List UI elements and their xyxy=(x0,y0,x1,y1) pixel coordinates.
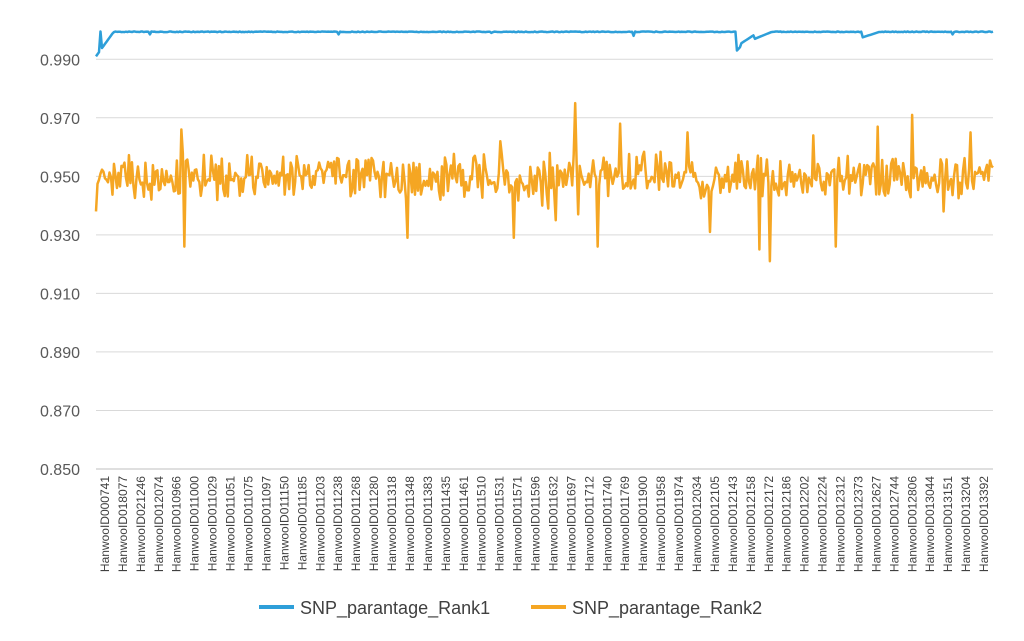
y-tick-label: 0.950 xyxy=(40,169,80,186)
x-tick-label: HanwooID012627 xyxy=(869,476,883,572)
x-tick-label: HanwooID011029 xyxy=(206,476,220,572)
x-tick-label: HanwooID012143 xyxy=(726,476,740,572)
x-tick-label: HanwooID012158 xyxy=(744,476,758,572)
x-tick-label: HanwooID011974 xyxy=(672,476,686,572)
x-tick-label: HanwooID011571 xyxy=(511,476,525,572)
y-tick-label: 0.870 xyxy=(40,403,80,420)
legend-label-rank2: SNP_parantage_Rank2 xyxy=(572,598,762,619)
x-tick-label: HanwooID013044 xyxy=(923,476,937,572)
x-tick-label: HanwooID011697 xyxy=(564,476,578,572)
x-tick-label: HanwooID013151 xyxy=(941,476,955,572)
x-tick-label: HanwooID011238 xyxy=(331,476,345,572)
x-tick-label: HanwooID018077 xyxy=(116,476,130,572)
y-tick-label: 0.990 xyxy=(40,52,80,69)
x-tick-label: HanwooID012074 xyxy=(152,476,166,572)
x-tick-label: HanwooID011632 xyxy=(546,476,560,572)
x-tick-label: HanwooID012172 xyxy=(762,476,776,572)
x-tick-label: HanwooID011596 xyxy=(529,476,543,572)
x-tick-label: HanwooID011150 xyxy=(277,476,291,571)
x-tick-label: HanwooID011740 xyxy=(600,476,614,572)
x-tick-label: HanwooID011383 xyxy=(421,476,435,572)
x-tick-label: HanwooID011348 xyxy=(403,476,417,572)
x-tick-label: HanwooID012312 xyxy=(834,476,848,572)
x-tick-label: HanwooID011510 xyxy=(475,476,489,572)
x-tick-label: HanwooID011531 xyxy=(493,476,507,572)
x-axis-tick-labels: HanwooID000741 HanwooID018077 HanwooID0212… xyxy=(98,476,991,572)
x-tick-label: HanwooID011097 xyxy=(259,476,273,572)
x-tick-label: HanwooID012744 xyxy=(887,476,901,572)
x-tick-label: HanwooID011318 xyxy=(385,476,399,572)
x-tick-label: HanwooID011435 xyxy=(439,476,453,572)
x-tick-label: HanwooID012202 xyxy=(798,476,812,572)
x-tick-label: HanwooID010966 xyxy=(170,476,184,572)
x-tick-label: HanwooID012373 xyxy=(851,476,865,572)
x-tick-label: HanwooID011075 xyxy=(241,476,255,572)
series-line-rank2 xyxy=(94,101,994,263)
x-tick-label: HanwooID011268 xyxy=(349,476,363,572)
y-tick-label: 0.930 xyxy=(40,228,80,245)
x-tick-label: HanwooID012034 xyxy=(690,476,704,572)
x-tick-label: HanwooID000741 xyxy=(98,476,112,572)
x-tick-label: HanwooID013204 xyxy=(959,476,973,572)
x-tick-label: HanwooID011769 xyxy=(618,476,632,572)
y-tick-label: 0.910 xyxy=(40,286,80,303)
y-tick-label: 0.850 xyxy=(40,462,80,479)
legend: SNP_parantage_Rank1 SNP_parantage_Rank2 xyxy=(259,598,762,619)
y-tick-label: 0.970 xyxy=(40,111,80,128)
y-tick-label: 0.890 xyxy=(40,345,80,362)
x-tick-label: HanwooID011203 xyxy=(313,476,327,572)
series-line-rank1 xyxy=(94,30,994,58)
x-tick-label: HanwooID011280 xyxy=(367,476,381,572)
legend-label-rank1: SNP_parantage_Rank1 xyxy=(300,598,490,619)
x-tick-label: HanwooID012224 xyxy=(816,476,830,572)
x-tick-label: HanwooID012186 xyxy=(780,476,794,572)
x-tick-label: HanwooID011000 xyxy=(188,476,202,572)
x-tick-label: HanwooID012806 xyxy=(905,476,919,572)
x-tick-label: HanwooID012105 xyxy=(708,476,722,572)
x-tick-label: HanwooID011712 xyxy=(582,476,596,572)
x-tick-label: HanwooID011958 xyxy=(654,476,668,572)
y-axis-tick-labels: 0.850 0.870 0.890 0.910 0.930 0.950 0.970 0.990 xyxy=(40,52,80,479)
x-tick-label: HanwooID011051 xyxy=(224,476,238,572)
x-tick-label: HanwooID013392 xyxy=(977,476,991,572)
x-tick-label: HanwooID011900 xyxy=(636,476,650,572)
x-tick-label: HanwooID011461 xyxy=(457,476,471,572)
series-lines xyxy=(94,30,994,263)
x-tick-label: HanwooID021246 xyxy=(134,476,148,572)
x-tick-label: HanwooID011185 xyxy=(295,476,309,571)
gridlines xyxy=(96,58,993,470)
